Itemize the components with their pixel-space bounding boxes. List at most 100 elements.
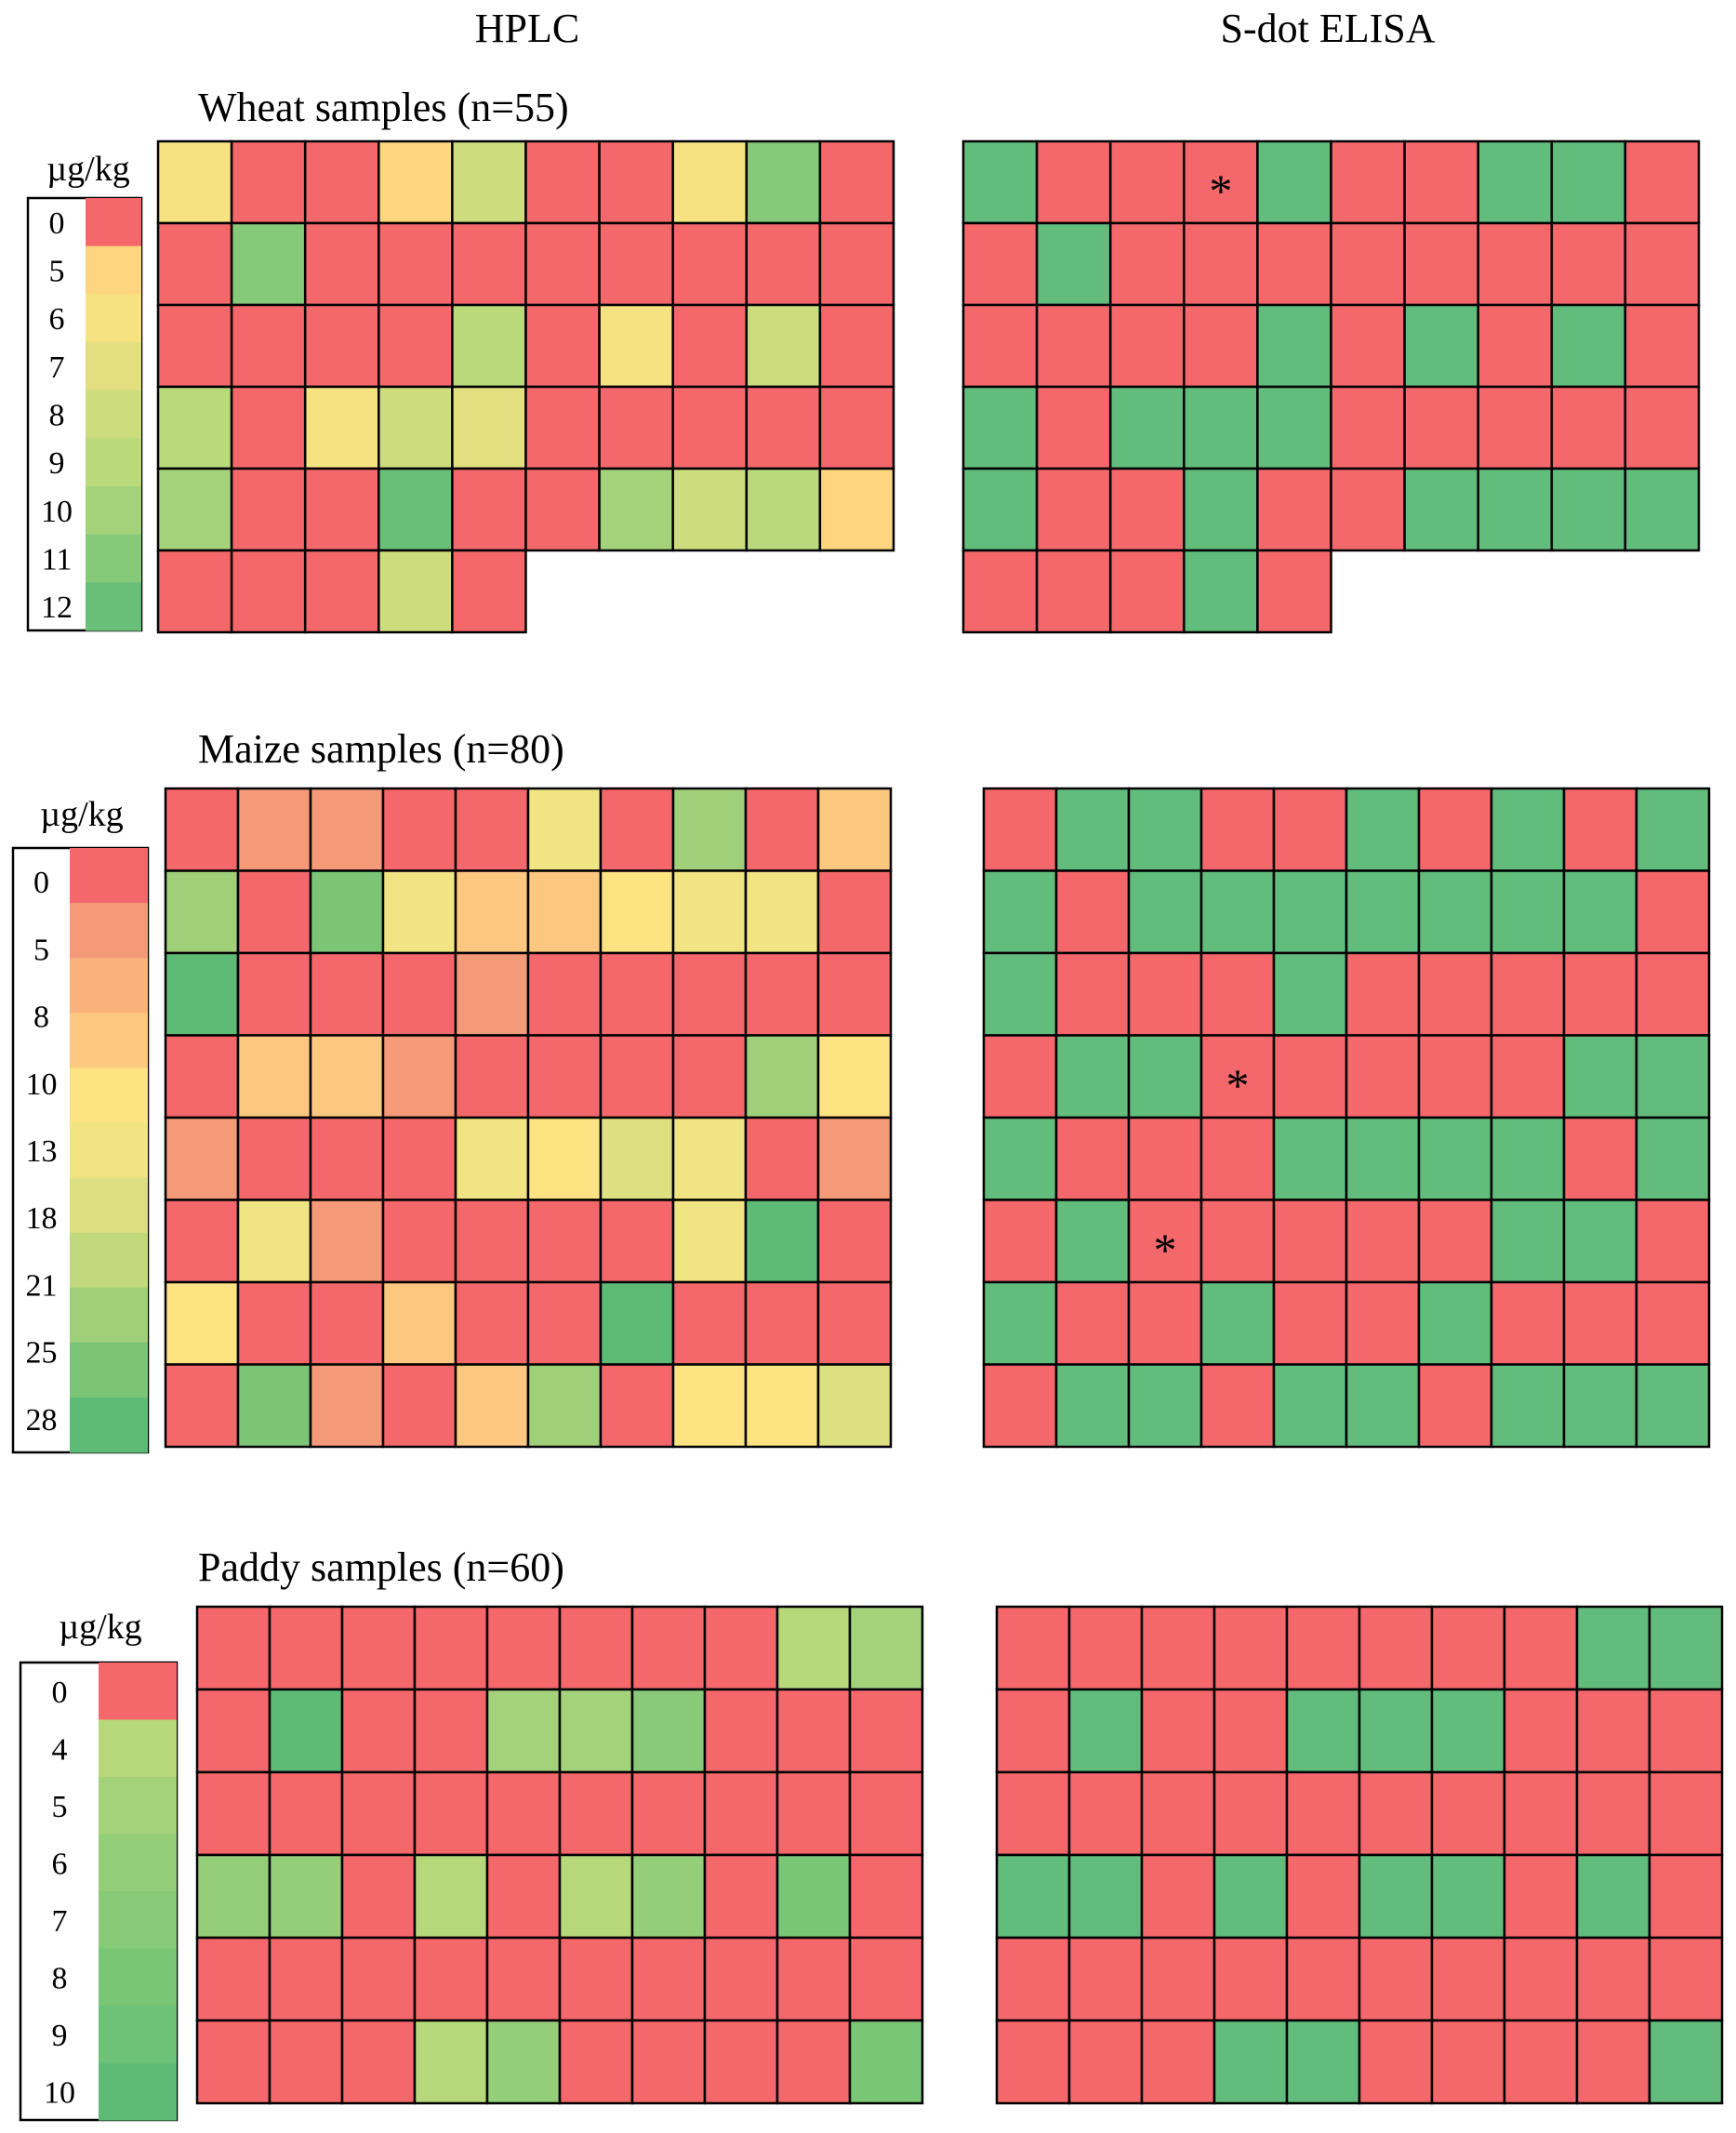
hplc-sample-cell [156,303,233,389]
elisa-sample-cell [1345,1116,1421,1201]
elisa-sample-cell [1403,221,1479,307]
hplc-sample-cell [164,1280,240,1366]
maize-panel: Maize samples (n=80) µg/kg 0 5 8 10 13 18 21 25 28… [11,726,1711,1454]
elisa-sample-cell [1054,1280,1131,1366]
elisa-sample-cell [1285,1688,1361,1774]
hplc-sample-cell [236,869,312,955]
elisa-sample-cell [1127,951,1203,1037]
elisa-sample-cell [995,2019,1071,2105]
elisa-sample-cell [1199,1280,1276,1366]
hplc-sample-cell [816,787,893,872]
elisa-sample-cell [1503,1605,1579,1691]
legend-swatch [86,198,141,247]
hplc-sample-cell [775,2019,852,2105]
elisa-sample-cell [1067,2019,1144,2105]
elisa-sample-cell [1256,303,1332,389]
hplc-sample-cell [558,1936,634,2022]
legend-swatch [86,438,141,487]
hplc-sample-cell [340,1936,417,2022]
legend-swatch [70,1397,148,1453]
legend-swatch [70,1067,148,1124]
hplc-sample-cell [340,1853,417,1940]
hplc-sample-cell [378,221,454,307]
elisa-sample-cell [1635,869,1711,955]
hplc-sample-cell [309,869,385,955]
elisa-sample-cell [1648,1853,1724,1940]
elisa-sample-cell [1054,1116,1131,1201]
elisa-sample-cell [1272,1034,1348,1119]
elisa-sample-cell [1127,1116,1203,1201]
elisa-sample-cell [1417,1280,1493,1366]
legend-level-label: 0 [33,866,49,900]
hplc-sample-cell [381,869,457,955]
hplc-sample-cell [848,1853,924,1940]
elisa-sample-cell [1213,1605,1289,1691]
hplc-sample-cell [818,467,895,552]
hplc-sample-cell [230,385,307,470]
hplc-sample-cell [451,385,527,470]
elisa-sample-cell [961,303,1039,389]
hplc-sample-cell [599,1363,675,1449]
hplc-sample-cell [744,787,820,872]
hplc-sample-cell [195,1770,272,1857]
hplc-sample-cell [485,1605,562,1691]
elisa-sample-cell [1490,1034,1566,1119]
elisa-sample-cell [1477,385,1554,470]
hplc-sample-cell [268,2019,344,2105]
elisa-sample-cell [1562,1034,1638,1119]
hplc-sample-cell [303,385,380,470]
hplc-sample-cell [268,1688,344,1774]
elisa-sample-cell [1477,467,1554,552]
hplc-sample-cell [745,221,822,307]
hplc-sample-cell [671,1034,748,1119]
elisa-sample-cell [961,549,1039,634]
hplc-sample-cell [848,1688,924,1774]
elisa-sample-cell [1417,951,1493,1037]
wheat-panel: Wheat samples (n=55) µg/kg 0 5 6 7 8 9 10 11 12 * [26,85,1701,634]
elisa-sample-cell [1345,1363,1421,1449]
elisa-sample-cell [1272,787,1348,872]
elisa-sample-cell [1035,467,1112,552]
hplc-sample-cell [630,2019,707,2105]
hplc-sample-cell [599,869,675,955]
legend-swatch [99,1891,177,1950]
hplc-sample-cell [599,1199,675,1284]
elisa-sample-cell [1550,467,1627,552]
elisa-sample-cell [1067,1770,1144,1857]
wheat-hplc-grid [156,139,895,634]
legend-level-label: 8 [49,399,65,433]
elisa-sample-cell [1256,549,1332,634]
hplc-sample-cell [164,1363,240,1449]
elisa-sample-cell [1054,787,1131,872]
legend-level-label: 0 [49,206,65,241]
legend-level-label: 8 [33,1000,49,1035]
elisa-sample-cell [1213,1770,1289,1857]
elisa-sample-cell [1345,1199,1421,1284]
legend-level-label: 6 [49,302,65,337]
elisa-sample-cell [1575,1770,1651,1857]
elisa-sample-cell [1272,1280,1348,1366]
hplc-sample-cell [524,139,601,225]
elisa-sample-cell [1108,303,1186,389]
elisa-sample-cell [1403,467,1479,552]
elisa-sample-cell [1358,2019,1434,2105]
elisa-sample-cell [1430,1688,1506,1774]
elisa-sample-cell [1562,1116,1638,1201]
paddy-panel: Paddy samples (n=60) µg/kg 0 4 5 6 7 8 9 10 [19,1544,1724,2122]
elisa-sample-cell [1417,787,1493,872]
maize-hplc-grid [164,787,893,1449]
hplc-sample-cell [340,1770,417,1857]
elisa-sample-cell [1503,1853,1579,1940]
elisa-sample-cell [1067,1853,1144,1940]
hplc-sample-cell [818,303,895,389]
elisa-sample-cell [982,1199,1058,1284]
legend-swatch [99,1719,177,1778]
paddy-unit-label: µg/kg [59,1608,141,1647]
hplc-sample-cell [848,1605,924,1691]
paddy-panel-title: Paddy samples (n=60) [198,1544,564,1590]
elisa-sample-cell [1345,951,1421,1037]
hplc-sample-cell [671,139,749,225]
maize-unit-label: µg/kg [40,795,123,834]
hplc-sample-cell [599,1280,675,1366]
legend-swatch [70,1232,148,1289]
